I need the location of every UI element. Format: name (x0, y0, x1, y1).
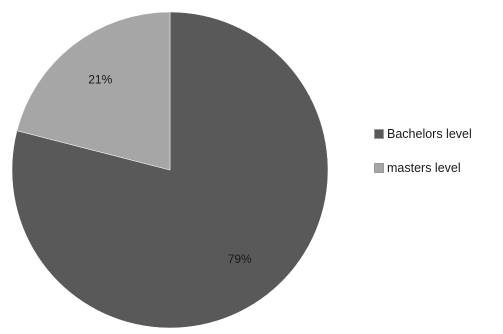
pie-slice-bachelors (11, 11, 329, 329)
legend-item-bachelors: Bachelors level (374, 126, 472, 142)
legend-swatch-bachelors (374, 129, 384, 139)
legend-swatch-masters (374, 163, 384, 173)
legend-item-masters: masters level (374, 160, 472, 176)
pie-slice-masters (16, 11, 171, 171)
chart-legend: Bachelors level masters level (374, 126, 472, 194)
data-label-bachelors: 79% (228, 252, 252, 266)
data-label-masters: 21% (88, 72, 112, 86)
legend-label-masters: masters level (387, 161, 461, 175)
legend-label-bachelors: Bachelors level (387, 127, 472, 141)
